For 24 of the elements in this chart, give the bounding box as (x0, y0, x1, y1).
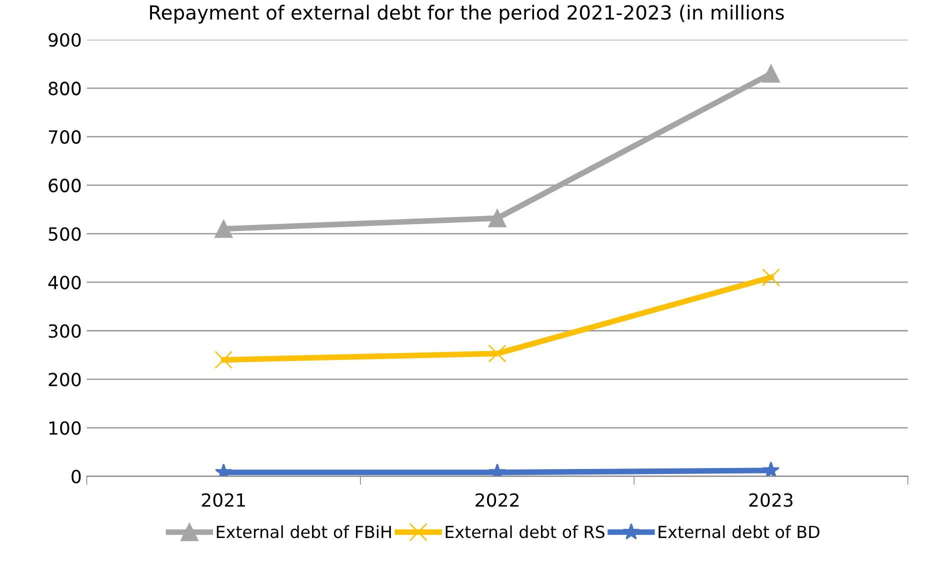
x-tick-label: 2023 (749, 493, 792, 507)
x-tick-label: 2022 (476, 493, 518, 507)
point (762, 268, 780, 286)
point (214, 220, 233, 238)
point (762, 64, 780, 83)
y-tick-label: 900 (48, 33, 81, 47)
legend-label: External debt of RS (446, 525, 604, 538)
y-tick-label: 300 (48, 324, 81, 338)
y-tick-label: 600 (48, 178, 81, 192)
y-tick-label: 800 (48, 82, 81, 96)
y-tick-label: 700 (48, 130, 81, 144)
y-tick-label: 400 (48, 276, 81, 290)
point (762, 461, 780, 476)
legend-label: External debt of BD (658, 525, 820, 538)
y-tick-label: 0 (72, 470, 81, 484)
chart-title: Repayment of external debt for the period 2021-2023 (in millions (150, 4, 784, 24)
y-tick-label: 100 (49, 421, 81, 435)
y-tick-label: 200 (48, 372, 81, 386)
point (214, 350, 233, 369)
point (488, 344, 506, 363)
point (488, 209, 506, 228)
y-tick-label: 500 (48, 227, 81, 241)
legend-label: External debt of FBiH (216, 525, 391, 538)
x-tick-label: 2021 (202, 493, 245, 507)
